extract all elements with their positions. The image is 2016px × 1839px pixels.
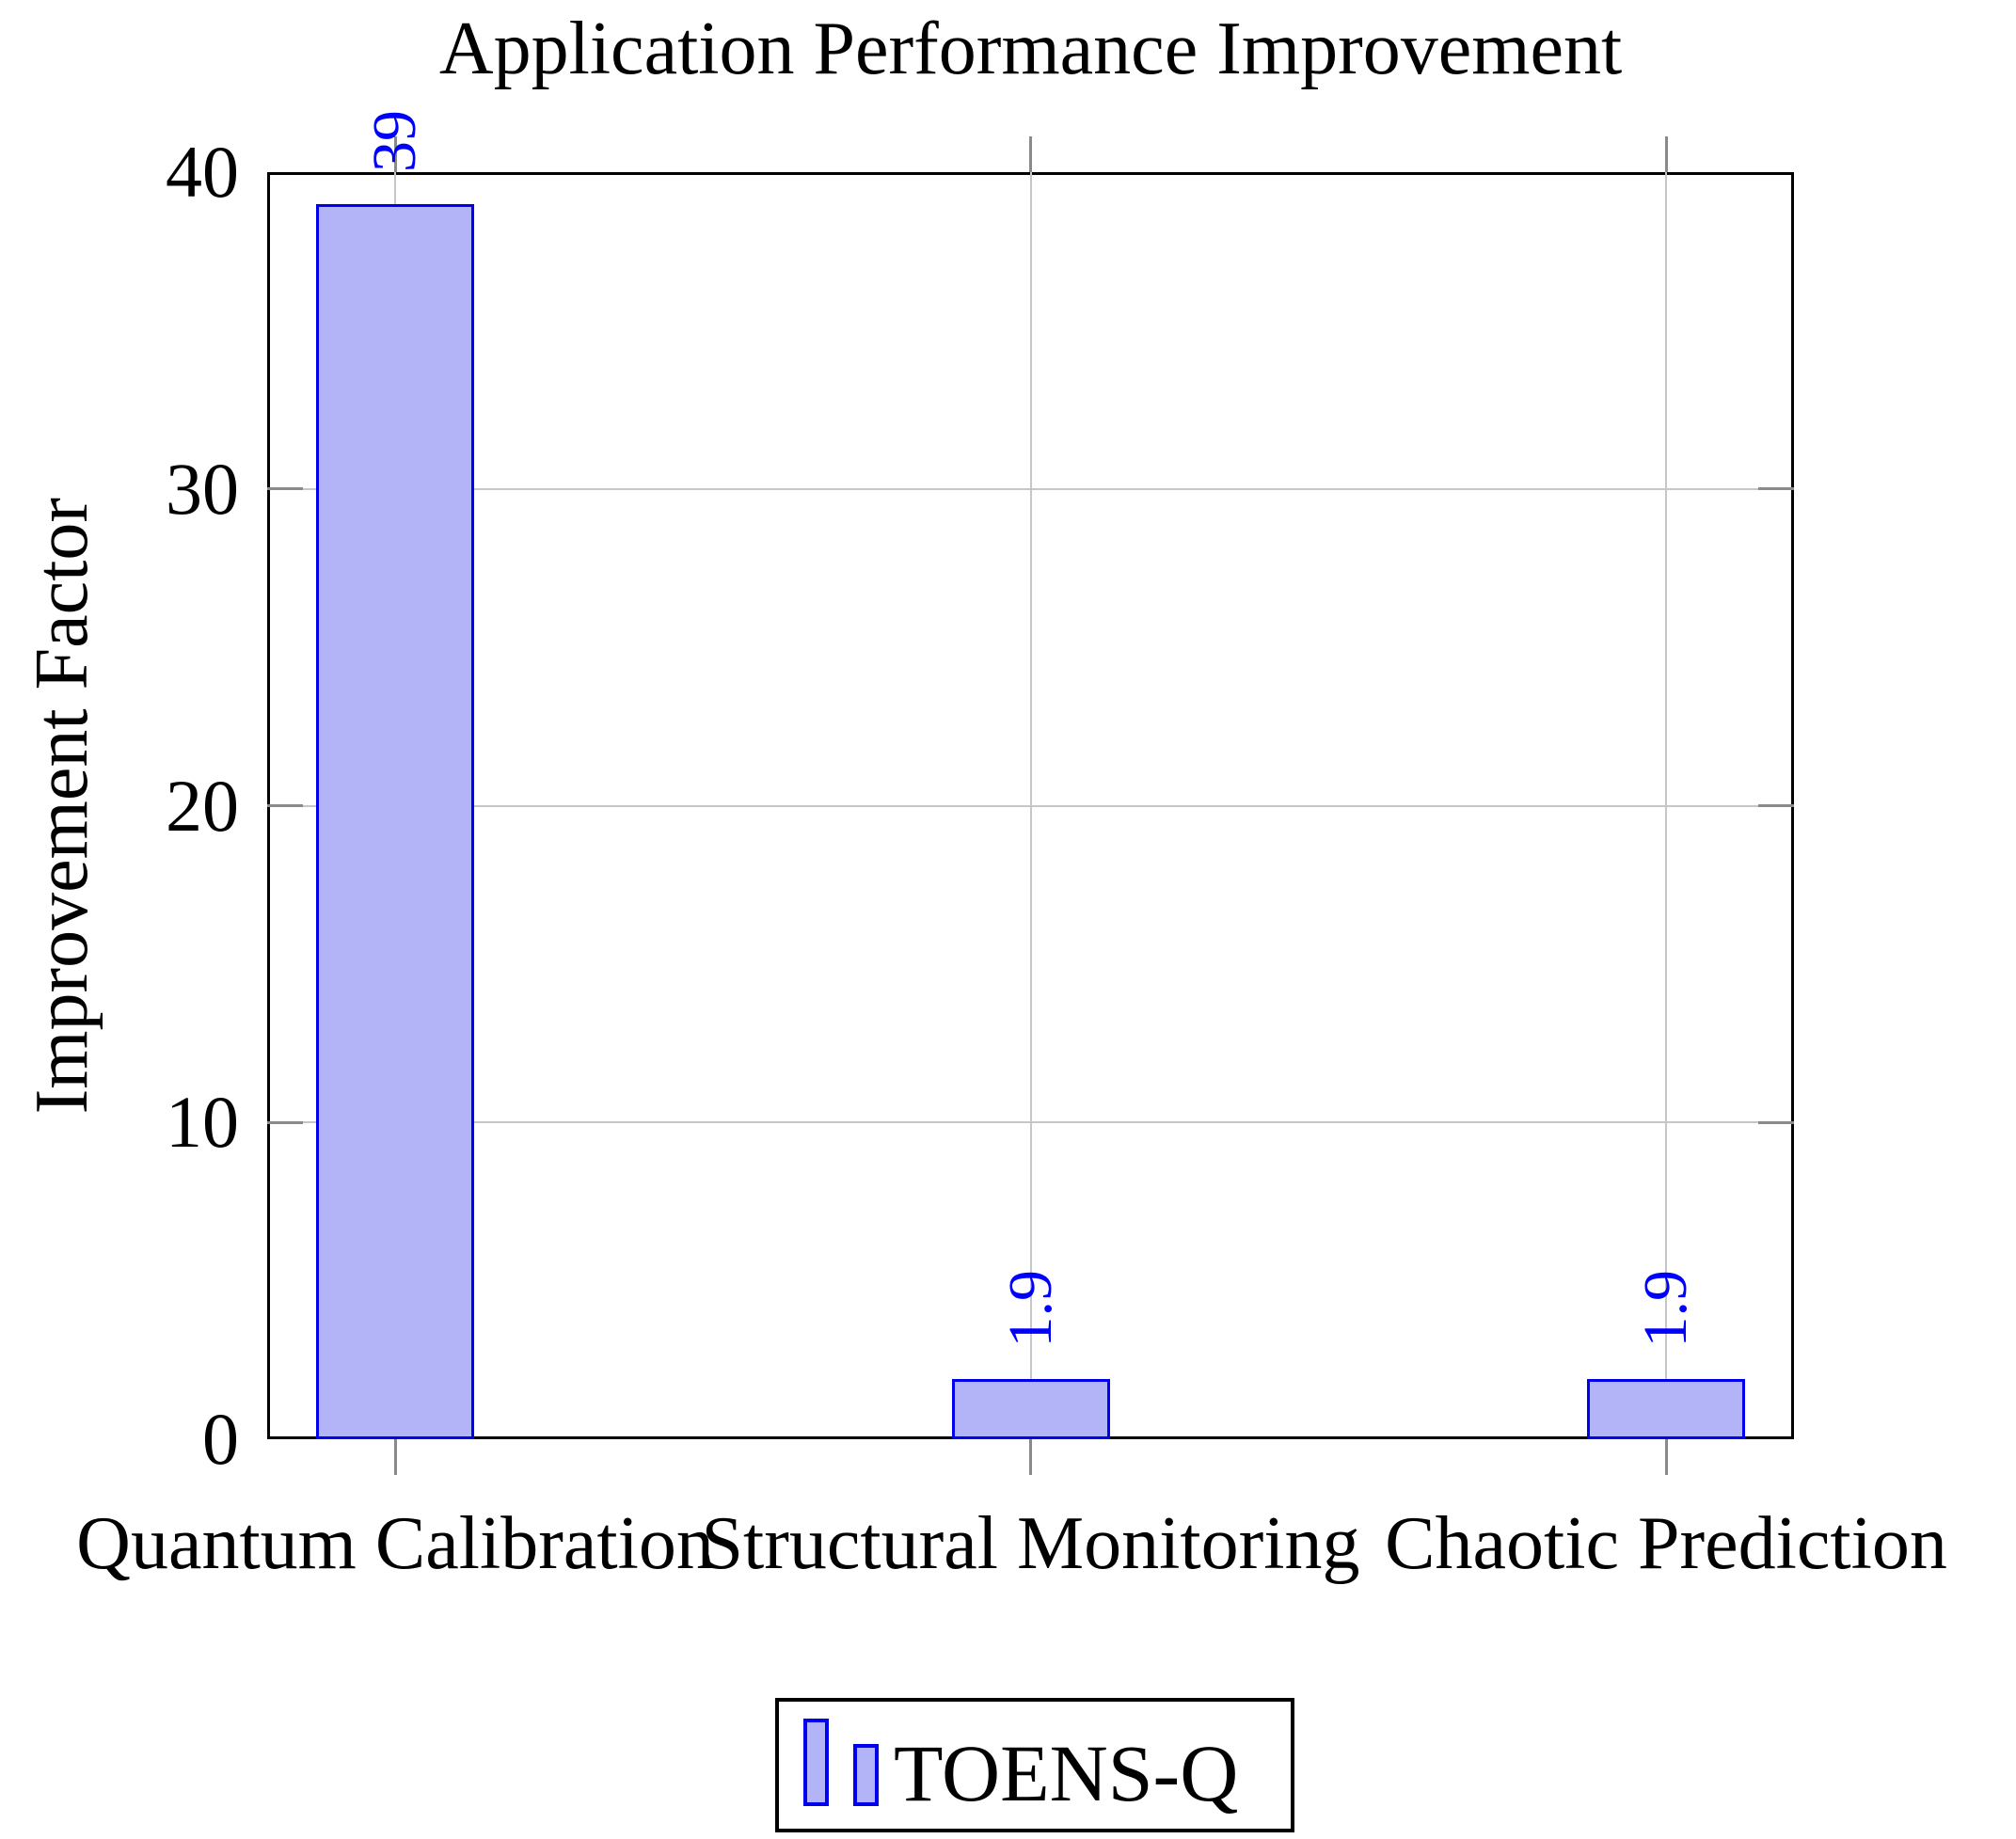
- legend-box: TOENS-Q: [775, 1698, 1294, 1832]
- legend-bar-icon-short: [853, 1744, 879, 1806]
- tick-mark-y-left: [267, 1120, 303, 1124]
- tick-mark-x-bottom: [1664, 1439, 1668, 1475]
- x-tick-label: Quantum Calibration: [76, 1502, 714, 1585]
- y-tick-label: 20: [166, 764, 239, 847]
- tick-mark-y-left: [267, 487, 303, 491]
- legend-label: TOENS-Q: [894, 1728, 1239, 1818]
- tick-mark-x-bottom: [393, 1439, 397, 1475]
- y-tick-label: 10: [166, 1081, 239, 1164]
- bar-value-label-container: 39: [353, 0, 437, 172]
- bar: [316, 203, 474, 1439]
- legend-bar-icon-tall: [803, 1719, 829, 1806]
- tick-mark-y-right: [1758, 804, 1794, 807]
- tick-mark-x-bottom: [1029, 1439, 1032, 1475]
- chart-title: Application Performance Improvement: [438, 8, 1623, 90]
- x-tick-label: Chaotic Prediction: [1385, 1502, 1947, 1585]
- tick-mark-y-left: [267, 804, 303, 807]
- bar-value-label: 1.9: [995, 1269, 1065, 1348]
- bar-value-label: 1.9: [1631, 1269, 1700, 1348]
- tick-mark-y-right: [1758, 1120, 1794, 1124]
- bar-value-label-container: 1.9: [989, 0, 1073, 1348]
- grid-line-vertical: [1665, 172, 1667, 1439]
- bar: [1587, 1379, 1745, 1439]
- y-tick-label: 0: [202, 1398, 239, 1480]
- y-tick-label: 40: [166, 131, 239, 213]
- bar-value-label: 39: [360, 109, 429, 172]
- bar-value-label-container: 1.9: [1624, 0, 1708, 1348]
- y-tick-label: 30: [166, 447, 239, 530]
- tick-mark-x-top: [1029, 136, 1032, 172]
- tick-mark-x-top: [393, 136, 397, 172]
- bar: [951, 1379, 1110, 1439]
- x-tick-label: Structural Monitoring: [701, 1502, 1360, 1585]
- grid-line-vertical: [1029, 172, 1032, 1439]
- tick-mark-y-right: [1758, 487, 1794, 491]
- tick-mark-x-top: [1664, 136, 1668, 172]
